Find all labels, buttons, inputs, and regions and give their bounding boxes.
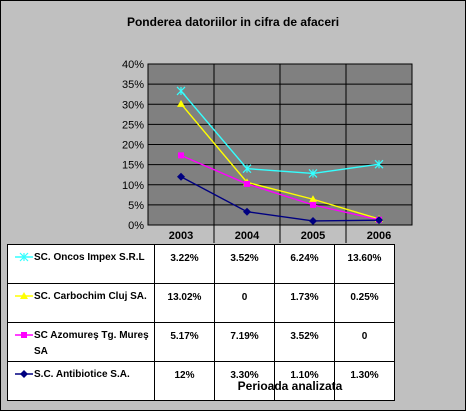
table-cell: 0.25% bbox=[334, 283, 395, 323]
data-point bbox=[178, 152, 184, 159]
x-axis-title: Perioada analizata bbox=[237, 379, 343, 393]
table-row: S.C. Antibiotice S.A. 12% 3.30% 1.10% 1.30% bbox=[7, 361, 395, 401]
legend-marker bbox=[20, 292, 28, 299]
table-cell: 3.52% bbox=[214, 244, 275, 284]
table-row: SC. Carbochim Cluj SA. 13.02% 0 1.73% 0.25% bbox=[7, 283, 395, 323]
legend-label: SC. Carbochim Cluj SA. bbox=[34, 291, 147, 302]
data-point bbox=[309, 216, 317, 225]
table-cell: 1.73% bbox=[274, 283, 335, 323]
table-row: SC. Oncos Impex S.R.L 3.22% 3.52% 6.24% 13.6… bbox=[7, 244, 395, 284]
table-cell: 3.22% bbox=[154, 244, 215, 284]
legend-key bbox=[15, 332, 33, 338]
table-row: SC Azomureş Tg. Mureş SA 5.17% 7.19% 3.52% 0 bbox=[7, 322, 395, 362]
y-tick-label: 0% bbox=[128, 220, 144, 232]
y-tick-label: 30% bbox=[122, 99, 144, 111]
legend-label: SC. Oncos Impex S.R.L bbox=[34, 252, 145, 263]
y-tick-label: 15% bbox=[122, 160, 144, 172]
data-point bbox=[243, 207, 251, 216]
series-line-4 bbox=[180, 176, 380, 222]
table-cell: 13.02% bbox=[154, 283, 215, 323]
y-tick-label: 10% bbox=[122, 180, 144, 192]
data-point bbox=[375, 216, 383, 225]
x-tick-label: 2003 bbox=[169, 230, 193, 242]
y-tick-label: 25% bbox=[122, 119, 144, 131]
y-tick-label: 40% bbox=[122, 59, 144, 71]
y-tick-label: 20% bbox=[122, 140, 144, 152]
x-tick-label: 2004 bbox=[235, 230, 260, 242]
legend-cell: SC. Oncos Impex S.R.L bbox=[7, 244, 155, 284]
table-cell: 0 bbox=[214, 283, 275, 323]
data-point bbox=[242, 164, 252, 174]
data-point bbox=[177, 172, 185, 181]
data-point bbox=[310, 201, 316, 208]
legend-key bbox=[15, 292, 33, 299]
series-line-3 bbox=[180, 154, 380, 221]
data-point bbox=[308, 169, 318, 178]
legend-cell: SC Azomureş Tg. Mureş SA bbox=[7, 322, 155, 362]
table-cell: 3.52% bbox=[274, 322, 335, 362]
legend-marker bbox=[20, 370, 28, 378]
table-cell: 6.24% bbox=[274, 244, 335, 284]
legend-label: SC Azomureş Tg. Mureş SA bbox=[34, 330, 149, 357]
data-point bbox=[374, 159, 384, 169]
table-cell: 1.30% bbox=[334, 361, 395, 401]
data-point bbox=[244, 180, 250, 187]
legend-key bbox=[15, 370, 33, 378]
table-cell: 3.30% bbox=[214, 361, 275, 401]
x-tick-label: 2006 bbox=[367, 230, 391, 242]
legend-cell: SC. Carbochim Cluj SA. bbox=[7, 283, 155, 323]
series-line-1 bbox=[180, 90, 380, 175]
data-point bbox=[176, 86, 186, 96]
table-cell: 5.17% bbox=[154, 322, 215, 362]
table-cell: 1.10% bbox=[274, 361, 335, 401]
series-line-2 bbox=[180, 103, 380, 220]
y-tick-label: 5% bbox=[128, 200, 144, 212]
legend-marker bbox=[19, 252, 29, 262]
legend-key bbox=[15, 252, 33, 262]
x-tick-label: 2005 bbox=[301, 230, 325, 242]
table-cell: 12% bbox=[154, 361, 215, 401]
data-point bbox=[309, 195, 317, 203]
table-cell: 7.19% bbox=[214, 322, 275, 362]
chart-title: Ponderea datoriilor in cifra de afaceri bbox=[126, 15, 340, 29]
y-tick-label: 35% bbox=[122, 79, 144, 91]
data-point bbox=[177, 99, 185, 107]
legend-cell: S.C. Antibiotice S.A. bbox=[7, 361, 155, 401]
legend-marker bbox=[21, 332, 27, 338]
legend-label: S.C. Antibiotice S.A. bbox=[34, 369, 130, 380]
data-table: SC. Oncos Impex S.R.L 3.22% 3.52% 6.24% 13.6… bbox=[7, 244, 395, 401]
table-cell: 0 bbox=[334, 322, 395, 362]
chart-plot: 0% 5% 10% 15% 20% 25% 30% 35% 40% 2003 2004 2005 20… bbox=[122, 59, 413, 243]
table-cell: 13.60% bbox=[334, 244, 395, 284]
